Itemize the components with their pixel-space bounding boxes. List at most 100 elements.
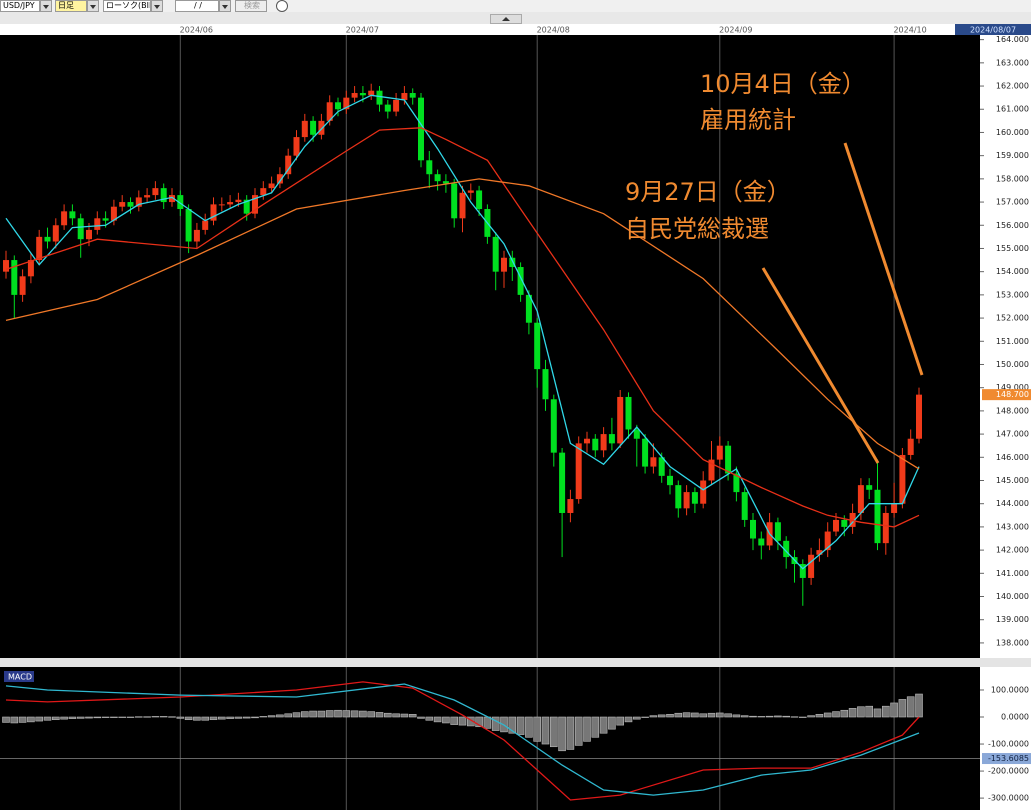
- candle-body: [144, 195, 151, 198]
- y-tick-label: 157.000: [996, 198, 1029, 207]
- histogram-bar: [317, 710, 326, 718]
- indicator-line: [5, 683, 920, 796]
- histogram-bar: [184, 716, 193, 721]
- toolbar: USD/JPY 日足 ローソク(BID) / / 検索: [0, 0, 1031, 12]
- cursor-date: 2024/08/07: [970, 26, 1016, 35]
- histogram-bar: [209, 716, 218, 721]
- info-button[interactable]: [276, 0, 288, 12]
- y-tick-label: 162.000: [996, 82, 1029, 91]
- candle-body: [243, 199, 250, 214]
- date-input[interactable]: / /: [175, 0, 219, 12]
- histogram-bar: [782, 715, 791, 718]
- histogram-bar: [334, 709, 342, 718]
- histogram-bar: [533, 716, 542, 742]
- chart-kind-select[interactable]: ローソク(BID): [103, 0, 151, 12]
- y-tick-label: 138.000: [996, 638, 1029, 647]
- histogram-bar: [60, 716, 68, 720]
- candle-body: [907, 438, 914, 455]
- dropdown-button[interactable]: [219, 0, 231, 12]
- histogram-bar: [790, 716, 799, 718]
- y-tick-label: 156.000: [996, 221, 1029, 230]
- histogram-bar: [259, 716, 268, 718]
- candle-body: [501, 257, 507, 272]
- histogram-bar: [118, 716, 126, 718]
- candle-body: [326, 102, 333, 121]
- x-tick-label: 2024/08: [537, 26, 570, 35]
- histogram-bar: [267, 715, 276, 718]
- candle-body: [783, 540, 790, 558]
- macd-panel: [0, 667, 980, 810]
- histogram-bar: [624, 716, 633, 723]
- candle-body: [235, 199, 242, 203]
- histogram-bar: [251, 716, 259, 719]
- histogram-bar: [591, 716, 600, 738]
- candle-body: [534, 322, 541, 370]
- candle-body: [351, 93, 358, 98]
- histogram-bar: [400, 713, 409, 718]
- candle-body: [716, 445, 723, 460]
- histogram-bar: [300, 711, 309, 718]
- histogram-bar: [566, 716, 575, 750]
- candle-body: [824, 531, 831, 551]
- indicator-line: [5, 178, 920, 470]
- histogram-bar: [43, 716, 52, 721]
- y-tick-label: 146.000: [996, 453, 1029, 462]
- y-tick-label: 151.000: [996, 337, 1029, 346]
- y-tick-label: 160.000: [996, 128, 1029, 137]
- histogram-bar: [749, 715, 757, 718]
- histogram-bar: [375, 712, 384, 718]
- histogram-bar: [583, 716, 591, 742]
- histogram-bar: [881, 705, 890, 718]
- histogram-bar: [599, 716, 608, 734]
- histogram-bar: [815, 714, 824, 718]
- collapse-bar: [0, 12, 1031, 24]
- y-tick-label: 158.000: [996, 174, 1029, 183]
- y-tick-label: 142.000: [996, 546, 1029, 555]
- indicator-line: [5, 681, 920, 801]
- histogram-bar: [475, 716, 483, 728]
- annotation: 自民党総裁選: [625, 215, 769, 243]
- candle-body: [36, 236, 43, 261]
- dropdown-button[interactable]: [87, 0, 99, 12]
- histogram-bar: [35, 716, 44, 722]
- histogram-bar: [740, 715, 749, 718]
- histogram-bar: [442, 716, 450, 724]
- price-panel: [0, 35, 980, 658]
- y-tick-label: -200.0000: [988, 767, 1029, 776]
- histogram-bar: [342, 710, 351, 718]
- histogram-bar: [201, 716, 209, 721]
- histogram-bar: [549, 716, 558, 748]
- dropdown-button[interactable]: [151, 0, 163, 12]
- macd-title: MACD: [8, 673, 32, 682]
- candle-body: [733, 473, 740, 493]
- candle-body: [874, 489, 881, 544]
- y-tick-label: 143.000: [996, 522, 1029, 531]
- period-select[interactable]: 日足: [55, 0, 87, 12]
- histogram-bar: [608, 716, 616, 730]
- dropdown-button[interactable]: [40, 0, 52, 12]
- candle-body: [268, 183, 275, 189]
- candle-body: [19, 276, 26, 295]
- cursor-date-box: [955, 24, 1031, 35]
- histogram-bar: [159, 716, 168, 718]
- histogram-bar: [798, 716, 807, 718]
- candle-body: [550, 399, 557, 453]
- y-tick-label: 159.000: [996, 151, 1029, 160]
- candle-body: [841, 519, 848, 527]
- symbol-select[interactable]: USD/JPY: [0, 0, 40, 12]
- candle-body: [891, 503, 898, 513]
- candle-body: [359, 93, 366, 96]
- y-tick-label: 100.0000: [991, 685, 1029, 694]
- search-button[interactable]: 検索: [235, 0, 267, 12]
- y-tick-label: 150.000: [996, 360, 1029, 369]
- y-tick-label: 141.000: [996, 569, 1029, 578]
- candle-body: [799, 564, 806, 578]
- candle-body: [77, 218, 84, 240]
- y-tick-label: -300.0000: [988, 794, 1029, 803]
- collapse-button[interactable]: [490, 14, 522, 24]
- candle-body: [160, 188, 167, 203]
- candle-body: [409, 93, 416, 98]
- annotation-arrow: [843, 142, 924, 376]
- indicator-line: [5, 127, 920, 528]
